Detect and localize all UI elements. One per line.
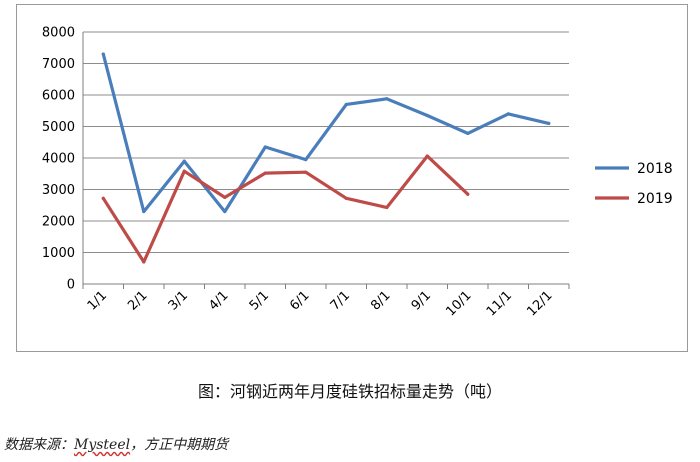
y-tick-label: 5000 [42, 120, 75, 135]
x-tick-label: 12/1 [524, 288, 555, 319]
figure-caption: 图：河钢近两年月度硅铁招标量走势（吨） [197, 382, 502, 401]
data-point-2019 [263, 171, 267, 175]
data-point-2018 [263, 145, 267, 149]
source-prefix: 数据来源： [4, 437, 74, 453]
x-tick-label: 5/1 [247, 288, 272, 313]
x-tick-label: 10/1 [443, 288, 474, 319]
x-tick-label: 2/1 [125, 288, 150, 313]
x-tick-label: 7/1 [328, 288, 353, 313]
y-tick-label: 8000 [42, 26, 75, 41]
chart-frame: 0 1000 2000 3000 4000 5000 6000 7000 8000 1/1 2/1… [16, 4, 688, 352]
x-tick-label: 8/1 [368, 288, 393, 313]
data-point-2019 [223, 195, 227, 199]
data-point-2019 [142, 260, 146, 264]
data-point-2018 [182, 159, 186, 163]
x-tick-label: 3/1 [166, 288, 191, 313]
y-tick-label: 3000 [42, 183, 75, 198]
data-point-2019 [344, 196, 348, 200]
data-point-2018 [385, 97, 389, 101]
data-source: 数据来源：Mysteel，方正中期期货 [4, 434, 228, 454]
data-point-2019 [101, 196, 105, 200]
data-point-2018 [223, 209, 227, 214]
data-point-2018 [425, 113, 429, 118]
data-point-2018 [344, 102, 348, 107]
data-point-2019 [385, 205, 389, 210]
x-tick-label: 6/1 [287, 288, 312, 313]
source-brand: Mysteel [74, 437, 131, 453]
data-point-2019 [466, 192, 470, 196]
data-point-2018 [142, 209, 146, 214]
y-tick-label: 7000 [42, 57, 75, 72]
series-line-2019 [101, 154, 470, 264]
data-point-2019 [304, 170, 308, 174]
data-point-2018 [304, 157, 308, 162]
data-point-2018 [547, 121, 551, 125]
y-tick-label: 6000 [42, 89, 75, 104]
line-chart: 0 1000 2000 3000 4000 5000 6000 7000 8000 1/1 2/1… [42, 26, 673, 320]
y-tick-label: 4000 [42, 152, 75, 167]
data-point-2019 [182, 169, 186, 173]
x-tick-label: 4/1 [206, 288, 231, 313]
x-tick-label: 1/1 [85, 288, 110, 313]
data-point-2018 [506, 112, 510, 116]
data-point-2018 [466, 131, 470, 136]
y-tick-label: 2000 [42, 215, 75, 230]
data-point-2019 [425, 154, 429, 158]
y-tick-label: 1000 [42, 246, 75, 261]
x-tick-label: 11/1 [484, 288, 515, 319]
legend-label-2018: 2018 [637, 161, 673, 177]
data-point-2018 [101, 52, 105, 56]
y-tick-label: 0 [67, 278, 75, 293]
x-tick-label: 9/1 [409, 288, 434, 313]
source-suffix: ，方正中期期货 [130, 437, 229, 453]
legend-label-2019: 2019 [637, 191, 673, 207]
series-line-2018 [101, 52, 551, 214]
